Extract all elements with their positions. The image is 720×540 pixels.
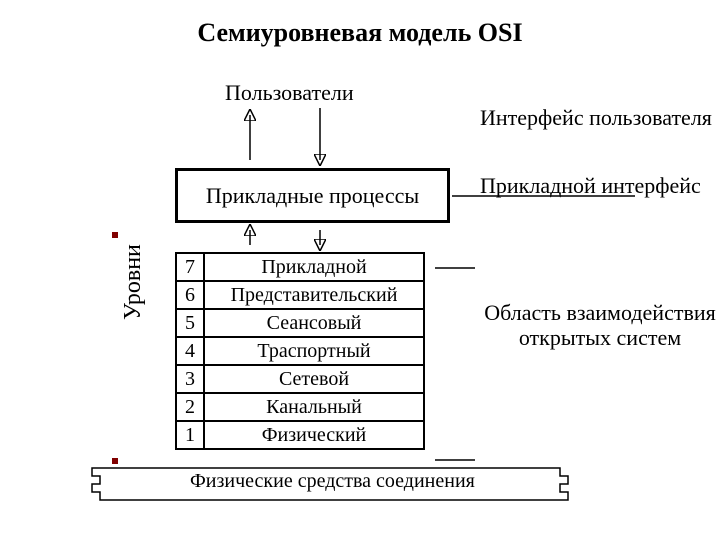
layer-num: 2 [176, 393, 204, 421]
layer-name: Сетевой [204, 365, 424, 393]
table-row: 2 Канальный [176, 393, 424, 421]
page-title: Семиуровневая модель OSI [0, 18, 720, 48]
osi-layers-table: 7 Прикладной 6 Представительский 5 Сеанс… [175, 252, 425, 450]
box-app-processes-label: Прикладные процессы [206, 183, 419, 209]
levels-axis-label: Уровни [120, 244, 147, 320]
layer-name: Представительский [204, 281, 424, 309]
table-row: 6 Представительский [176, 281, 424, 309]
label-osi-area: Область взаимодействия открытых систем [480, 300, 720, 351]
box-app-processes: Прикладные процессы [175, 168, 450, 223]
layer-num: 3 [176, 365, 204, 393]
label-app-interface: Прикладной интерфейс [480, 174, 701, 198]
layer-name: Траспортный [204, 337, 424, 365]
layer-num: 6 [176, 281, 204, 309]
layer-num: 1 [176, 421, 204, 449]
layer-name: Канальный [204, 393, 424, 421]
layer-name: Прикладной [204, 253, 424, 281]
table-row: 1 Физический [176, 421, 424, 449]
table-row: 4 Траспортный [176, 337, 424, 365]
label-user-interface: Интерфейс пользователя [480, 106, 712, 130]
layer-num: 4 [176, 337, 204, 365]
layer-name: Сеансовый [204, 309, 424, 337]
layer-num: 7 [176, 253, 204, 281]
table-row: 7 Прикладной [176, 253, 424, 281]
layer-name: Физический [204, 421, 424, 449]
table-row: 3 Сетевой [176, 365, 424, 393]
table-row: 5 Сеансовый [176, 309, 424, 337]
label-users: Пользователи [225, 80, 354, 106]
layer-num: 5 [176, 309, 204, 337]
label-phys-medium: Физические средства соединения [190, 470, 475, 493]
